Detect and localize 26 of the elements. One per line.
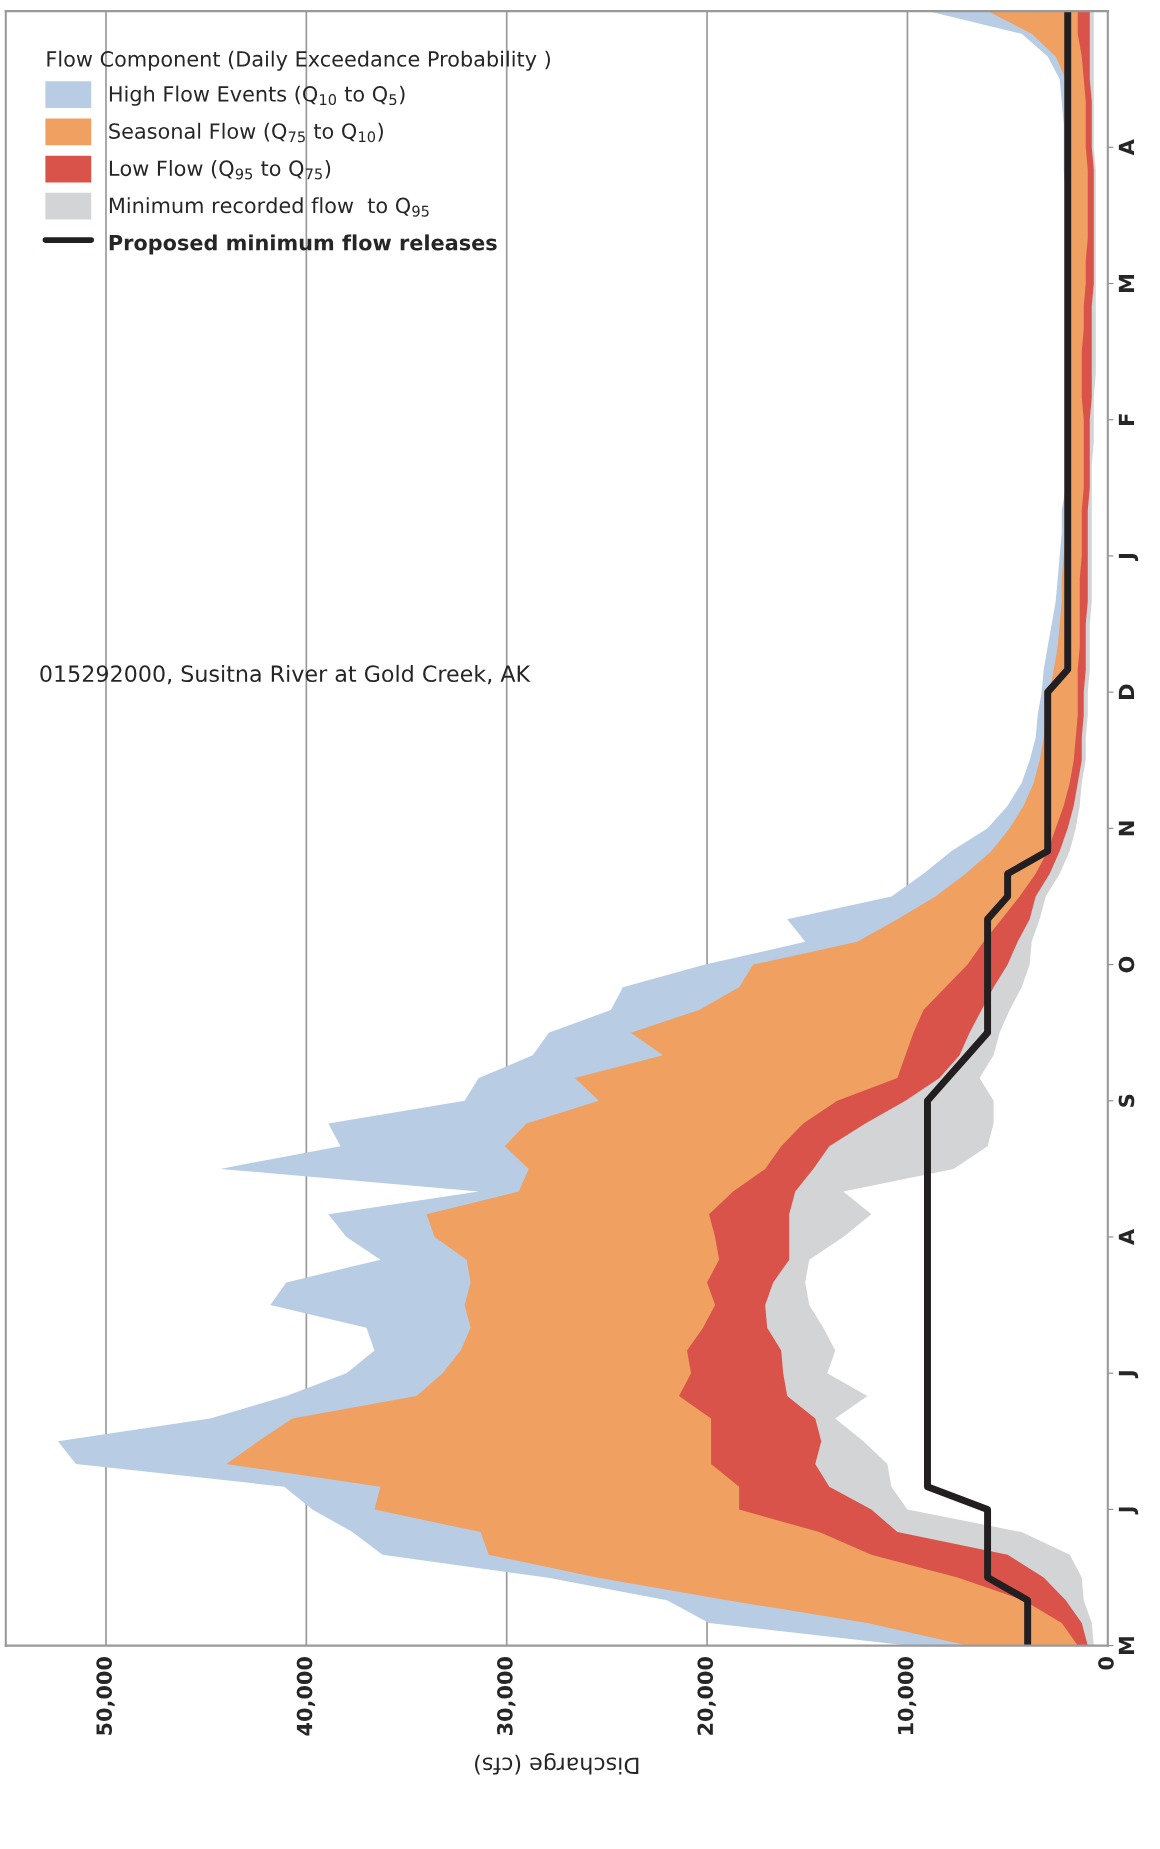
x-tick-label: 20,000	[697, 1657, 716, 1735]
x-tick-label: 40,000	[296, 1657, 316, 1736]
x-tick-label: 30,000	[497, 1657, 516, 1736]
legend-label: Minimum recorded flow to Q$_{95}$	[109, 197, 429, 217]
legend-label: Low Flow (Q$_{95}$ to Q$_{75}$)	[109, 160, 331, 180]
y-tick-label: F	[1118, 414, 1135, 425]
x-tick-label: 10,000	[897, 1657, 917, 1735]
x-tick-label: 50,000	[96, 1657, 115, 1735]
y-tick-label: J	[1118, 1371, 1139, 1379]
x-tick-label: 0	[1098, 1657, 1114, 1670]
y-tick-label: A	[1118, 1229, 1135, 1245]
y-tick-label: A	[1118, 139, 1135, 156]
y-tick-label: O	[1118, 956, 1135, 973]
y-tick-label: M	[1118, 1637, 1135, 1655]
y-tick-label: J	[1118, 1507, 1139, 1515]
x-axis-title: Discharge (cfs)	[475, 1753, 639, 1775]
y-tick-label: S	[1118, 1094, 1135, 1107]
y-tick-label: M	[1118, 275, 1135, 292]
y-tick-label: D	[1118, 684, 1135, 699]
legend-label: Proposed minimum flow releases	[109, 234, 497, 255]
legend-title: Flow Component (Daily Exceedance Probability )	[47, 50, 550, 71]
annotation: 015292000, Susitna River at Gold Creek, AK	[40, 664, 531, 685]
y-tick-label: J	[1118, 553, 1139, 561]
y-tick-label: N	[1118, 821, 1135, 836]
legend-label: High Flow Events (Q$_{10}$ to Q$_{5}$)	[109, 85, 405, 106]
legend-label: Seasonal Flow (Q$_{75}$ to Q$_{10}$)	[109, 122, 383, 143]
